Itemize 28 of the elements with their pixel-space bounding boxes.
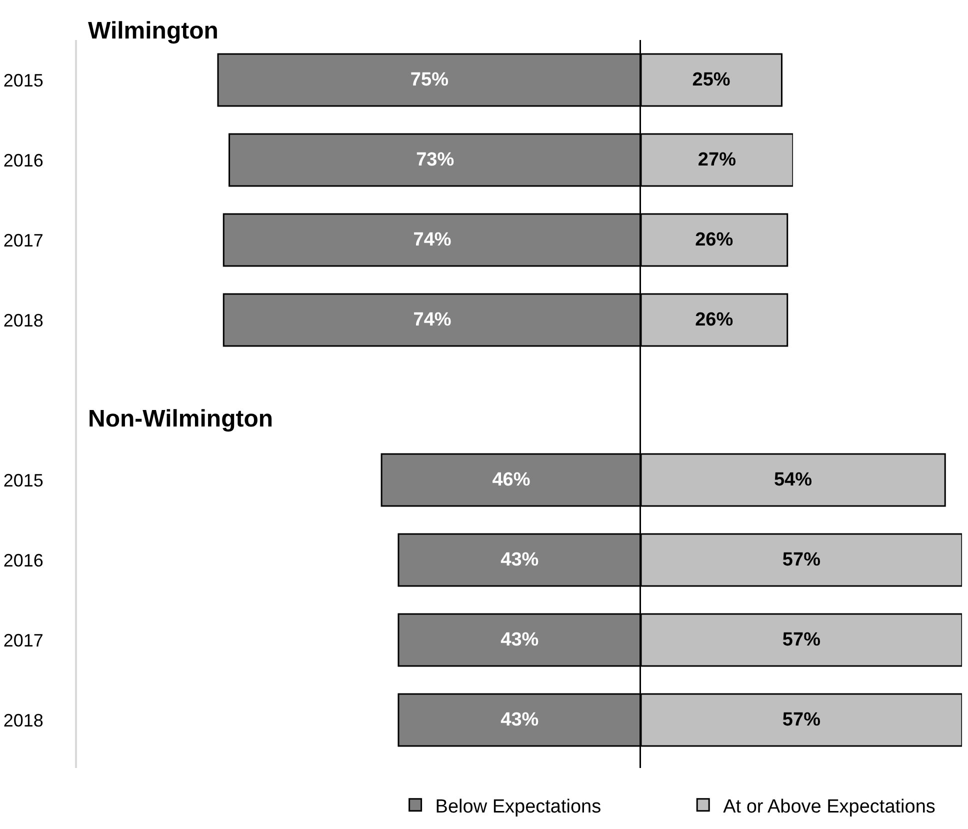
data-label: 57% — [782, 630, 821, 650]
data-label: 57% — [782, 550, 821, 570]
data-label: 26% — [695, 310, 734, 330]
data-label: 27% — [698, 150, 736, 170]
y-tick-label: 2018 — [3, 310, 44, 330]
y-tick-label: 2016 — [3, 550, 44, 570]
chart-title: Wilmington — [88, 17, 218, 44]
legend-label: At or Above Expectations — [723, 796, 936, 818]
y-tick-label: 2017 — [3, 230, 44, 250]
y-tick-label: 2015 — [3, 470, 44, 490]
data-label: 73% — [416, 150, 454, 170]
data-label: 43% — [500, 710, 539, 730]
y-tick-label: 2017 — [3, 630, 44, 650]
data-label: 57% — [782, 710, 821, 730]
data-label: 75% — [410, 70, 449, 90]
data-label: 74% — [413, 230, 452, 250]
data-label: 25% — [692, 70, 730, 90]
data-label: 26% — [695, 230, 734, 250]
y-tick-label: 2015 — [3, 70, 44, 90]
data-label: 74% — [413, 310, 452, 330]
y-tick-label: 2016 — [3, 150, 44, 170]
legend-label: Below Expectations — [435, 796, 602, 818]
data-label: 54% — [774, 470, 812, 490]
data-label: 43% — [500, 550, 539, 570]
data-label: 43% — [500, 630, 539, 650]
data-label: 46% — [492, 470, 530, 490]
y-tick-label: 2018 — [3, 710, 44, 730]
chart-title: Non-Wilmington — [88, 405, 274, 432]
